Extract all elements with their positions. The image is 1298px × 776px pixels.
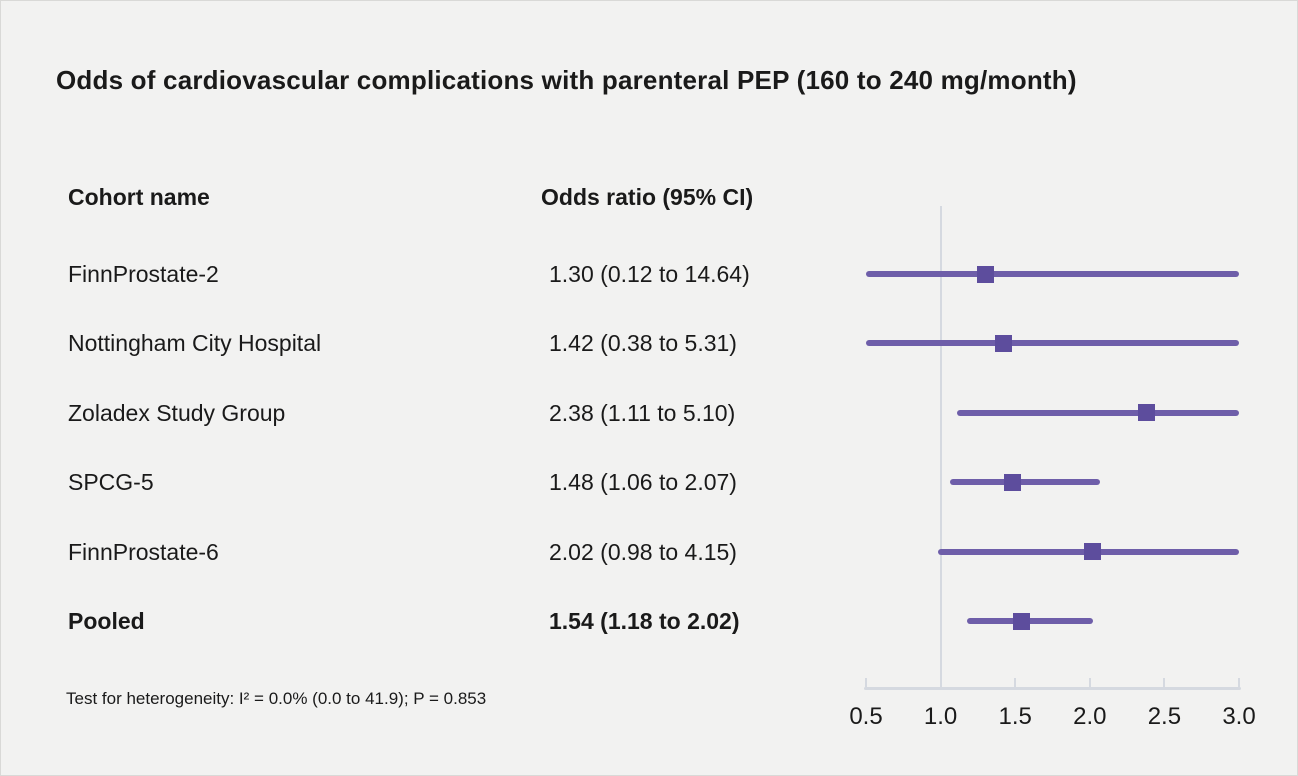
odds-ratio-value: 1.54 (1.18 to 2.02) xyxy=(549,608,740,634)
odds-ratio-value: 1.30 (0.12 to 14.64) xyxy=(549,261,750,287)
ci-line xyxy=(866,271,1239,277)
cohort-label: Zoladex Study Group xyxy=(68,399,286,426)
x-axis-tick-label: 2.5 xyxy=(1147,703,1182,730)
cohort-label: FinnProstate-2 xyxy=(68,261,219,287)
point-estimate-marker xyxy=(1137,404,1155,422)
x-axis-tick xyxy=(1238,678,1240,687)
point-estimate-marker xyxy=(1084,543,1102,561)
ci-line xyxy=(866,340,1239,347)
x-axis-line xyxy=(864,687,1241,690)
x-axis-tick-label: 1.5 xyxy=(998,703,1032,730)
x-axis-tick xyxy=(865,678,867,687)
point-estimate-marker xyxy=(976,265,994,283)
x-axis-tick-label: 1.0 xyxy=(923,703,958,730)
point-estimate-marker xyxy=(1012,612,1030,630)
x-axis-tick-label: 2.0 xyxy=(1073,703,1107,730)
odds-ratio-value: 2.02 (0.98 to 4.15) xyxy=(549,538,737,565)
column-header-odds-ratio: Odds ratio (95% CI) xyxy=(541,184,754,210)
reference-line xyxy=(939,206,942,689)
x-axis-tick-label: 0.5 xyxy=(849,703,883,730)
ci-line xyxy=(967,618,1093,624)
point-estimate-marker xyxy=(1003,473,1021,491)
chart-title: Odds of cardiovascular complications wit… xyxy=(56,65,1077,95)
cohort-label: Nottingham City Hospital xyxy=(68,330,322,357)
x-axis-tick-label: 3.0 xyxy=(1222,703,1256,730)
cohort-label: SPCG-5 xyxy=(68,469,154,496)
odds-ratio-value: 2.38 (1.11 to 5.10) xyxy=(549,399,736,426)
x-axis-tick xyxy=(939,678,942,687)
heterogeneity-note: Test for heterogeneity: I² = 0.0% (0.0 t… xyxy=(66,689,487,708)
x-axis-tick xyxy=(1088,678,1091,687)
column-header-cohort: Cohort name xyxy=(68,184,210,210)
ci-line xyxy=(957,409,1239,416)
x-axis-tick xyxy=(1014,678,1017,687)
cohort-label: FinnProstate-6 xyxy=(68,538,219,565)
cohort-label: Pooled xyxy=(68,608,145,634)
point-estimate-marker xyxy=(994,334,1012,352)
x-axis-tick xyxy=(1163,678,1166,687)
ci-line xyxy=(949,479,1101,486)
odds-ratio-value: 1.48 (1.06 to 2.07) xyxy=(549,469,737,496)
odds-ratio-value: 1.42 (0.38 to 5.31) xyxy=(549,330,737,357)
